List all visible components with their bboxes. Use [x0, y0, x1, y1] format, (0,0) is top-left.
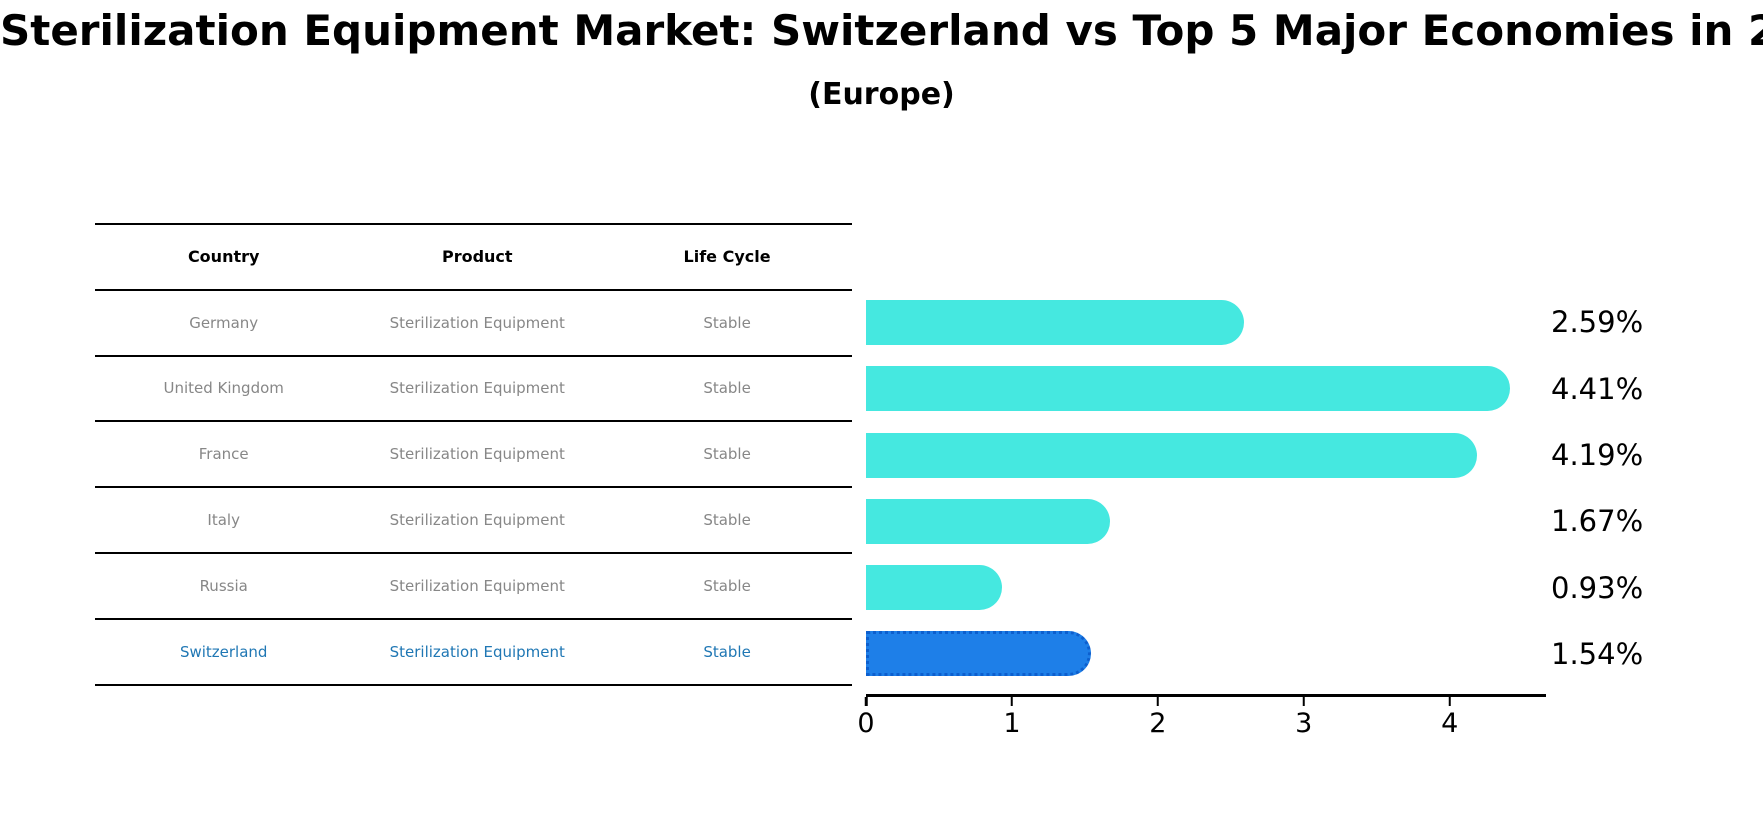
bar-value-label: 4.19% — [1551, 438, 1644, 473]
cell-country: Italy — [207, 511, 240, 530]
cell-life-cycle: Stable — [703, 313, 751, 332]
x-tick-mark — [1448, 697, 1451, 706]
x-tick-mark — [864, 697, 868, 706]
x-tick-label: 3 — [1295, 708, 1313, 739]
bar-value-label: 2.59% — [1551, 305, 1644, 340]
country-table: Country Product Life Cycle Germany Steri… — [95, 223, 852, 686]
cell-product: Sterilization Equipment — [389, 511, 565, 530]
bar-united-kingdom — [866, 366, 1510, 412]
bar-value-label: 1.67% — [1551, 504, 1644, 539]
chart-title: Sterilization Equipment Market: Switzerl… — [0, 6, 1763, 55]
bar-value-label: 0.93% — [1551, 570, 1644, 605]
column-header-country: Country — [187, 247, 260, 267]
bar-value-label: 1.54% — [1551, 636, 1644, 671]
column-header-product: Product — [441, 247, 513, 267]
cell-country: Russia — [199, 576, 248, 595]
cell-country: United Kingdom — [163, 379, 284, 398]
x-tick-mark — [1010, 697, 1014, 706]
x-tick-mark — [1302, 697, 1306, 706]
bar-switzerland — [866, 631, 1091, 677]
table-row-united-kingdom: United Kingdom Sterilization Equipment S… — [95, 357, 852, 423]
cell-product: Sterilization Equipment — [389, 313, 565, 332]
x-tick-mark — [1156, 697, 1160, 706]
bar-plot: 2.59% 4.41% 4.19% 1.67% 0.93% 1.54% 0 1 2 3 4 — [857, 223, 1643, 739]
chart-subtitle: (Europe) — [808, 77, 955, 112]
cell-product: Sterilization Equipment — [389, 379, 565, 398]
table-row-germany: Germany Sterilization Equipment Stable — [95, 291, 852, 357]
x-tick-label: 4 — [1441, 708, 1459, 739]
bar-italy — [866, 498, 1110, 544]
cell-country: France — [198, 445, 249, 464]
table-row-france: France Sterilization Equipment Stable — [95, 422, 852, 489]
x-tick-label: 2 — [1149, 708, 1167, 739]
table-row-italy: Italy Sterilization Equipment Stable — [95, 488, 852, 554]
bar-france — [866, 432, 1478, 478]
cell-product: Sterilization Equipment — [389, 642, 565, 661]
cell-life-cycle: Stable — [703, 576, 751, 595]
x-tick-label: 0 — [857, 708, 875, 739]
bar-germany — [866, 299, 1244, 345]
cell-life-cycle: Stable — [703, 511, 751, 530]
bar-russia — [866, 565, 1002, 611]
x-tick-label: 1 — [1003, 708, 1021, 739]
cell-life-cycle: Stable — [703, 642, 751, 661]
x-axis-line — [866, 694, 1546, 697]
bar-value-label: 4.41% — [1551, 371, 1644, 406]
cell-product: Sterilization Equipment — [389, 576, 565, 595]
cell-country: Germany — [189, 313, 259, 332]
cell-life-cycle: Stable — [703, 445, 751, 464]
cell-country: Switzerland — [179, 642, 268, 661]
cell-life-cycle: Stable — [703, 379, 751, 398]
column-header-life-cycle: Life Cycle — [683, 247, 771, 267]
table-row-russia: Russia Sterilization Equipment Stable — [95, 554, 852, 620]
table-row-switzerland: Switzerland Sterilization Equipment Stab… — [95, 620, 852, 686]
cell-product: Sterilization Equipment — [389, 445, 565, 464]
table-header-row: Country Product Life Cycle — [95, 225, 852, 291]
